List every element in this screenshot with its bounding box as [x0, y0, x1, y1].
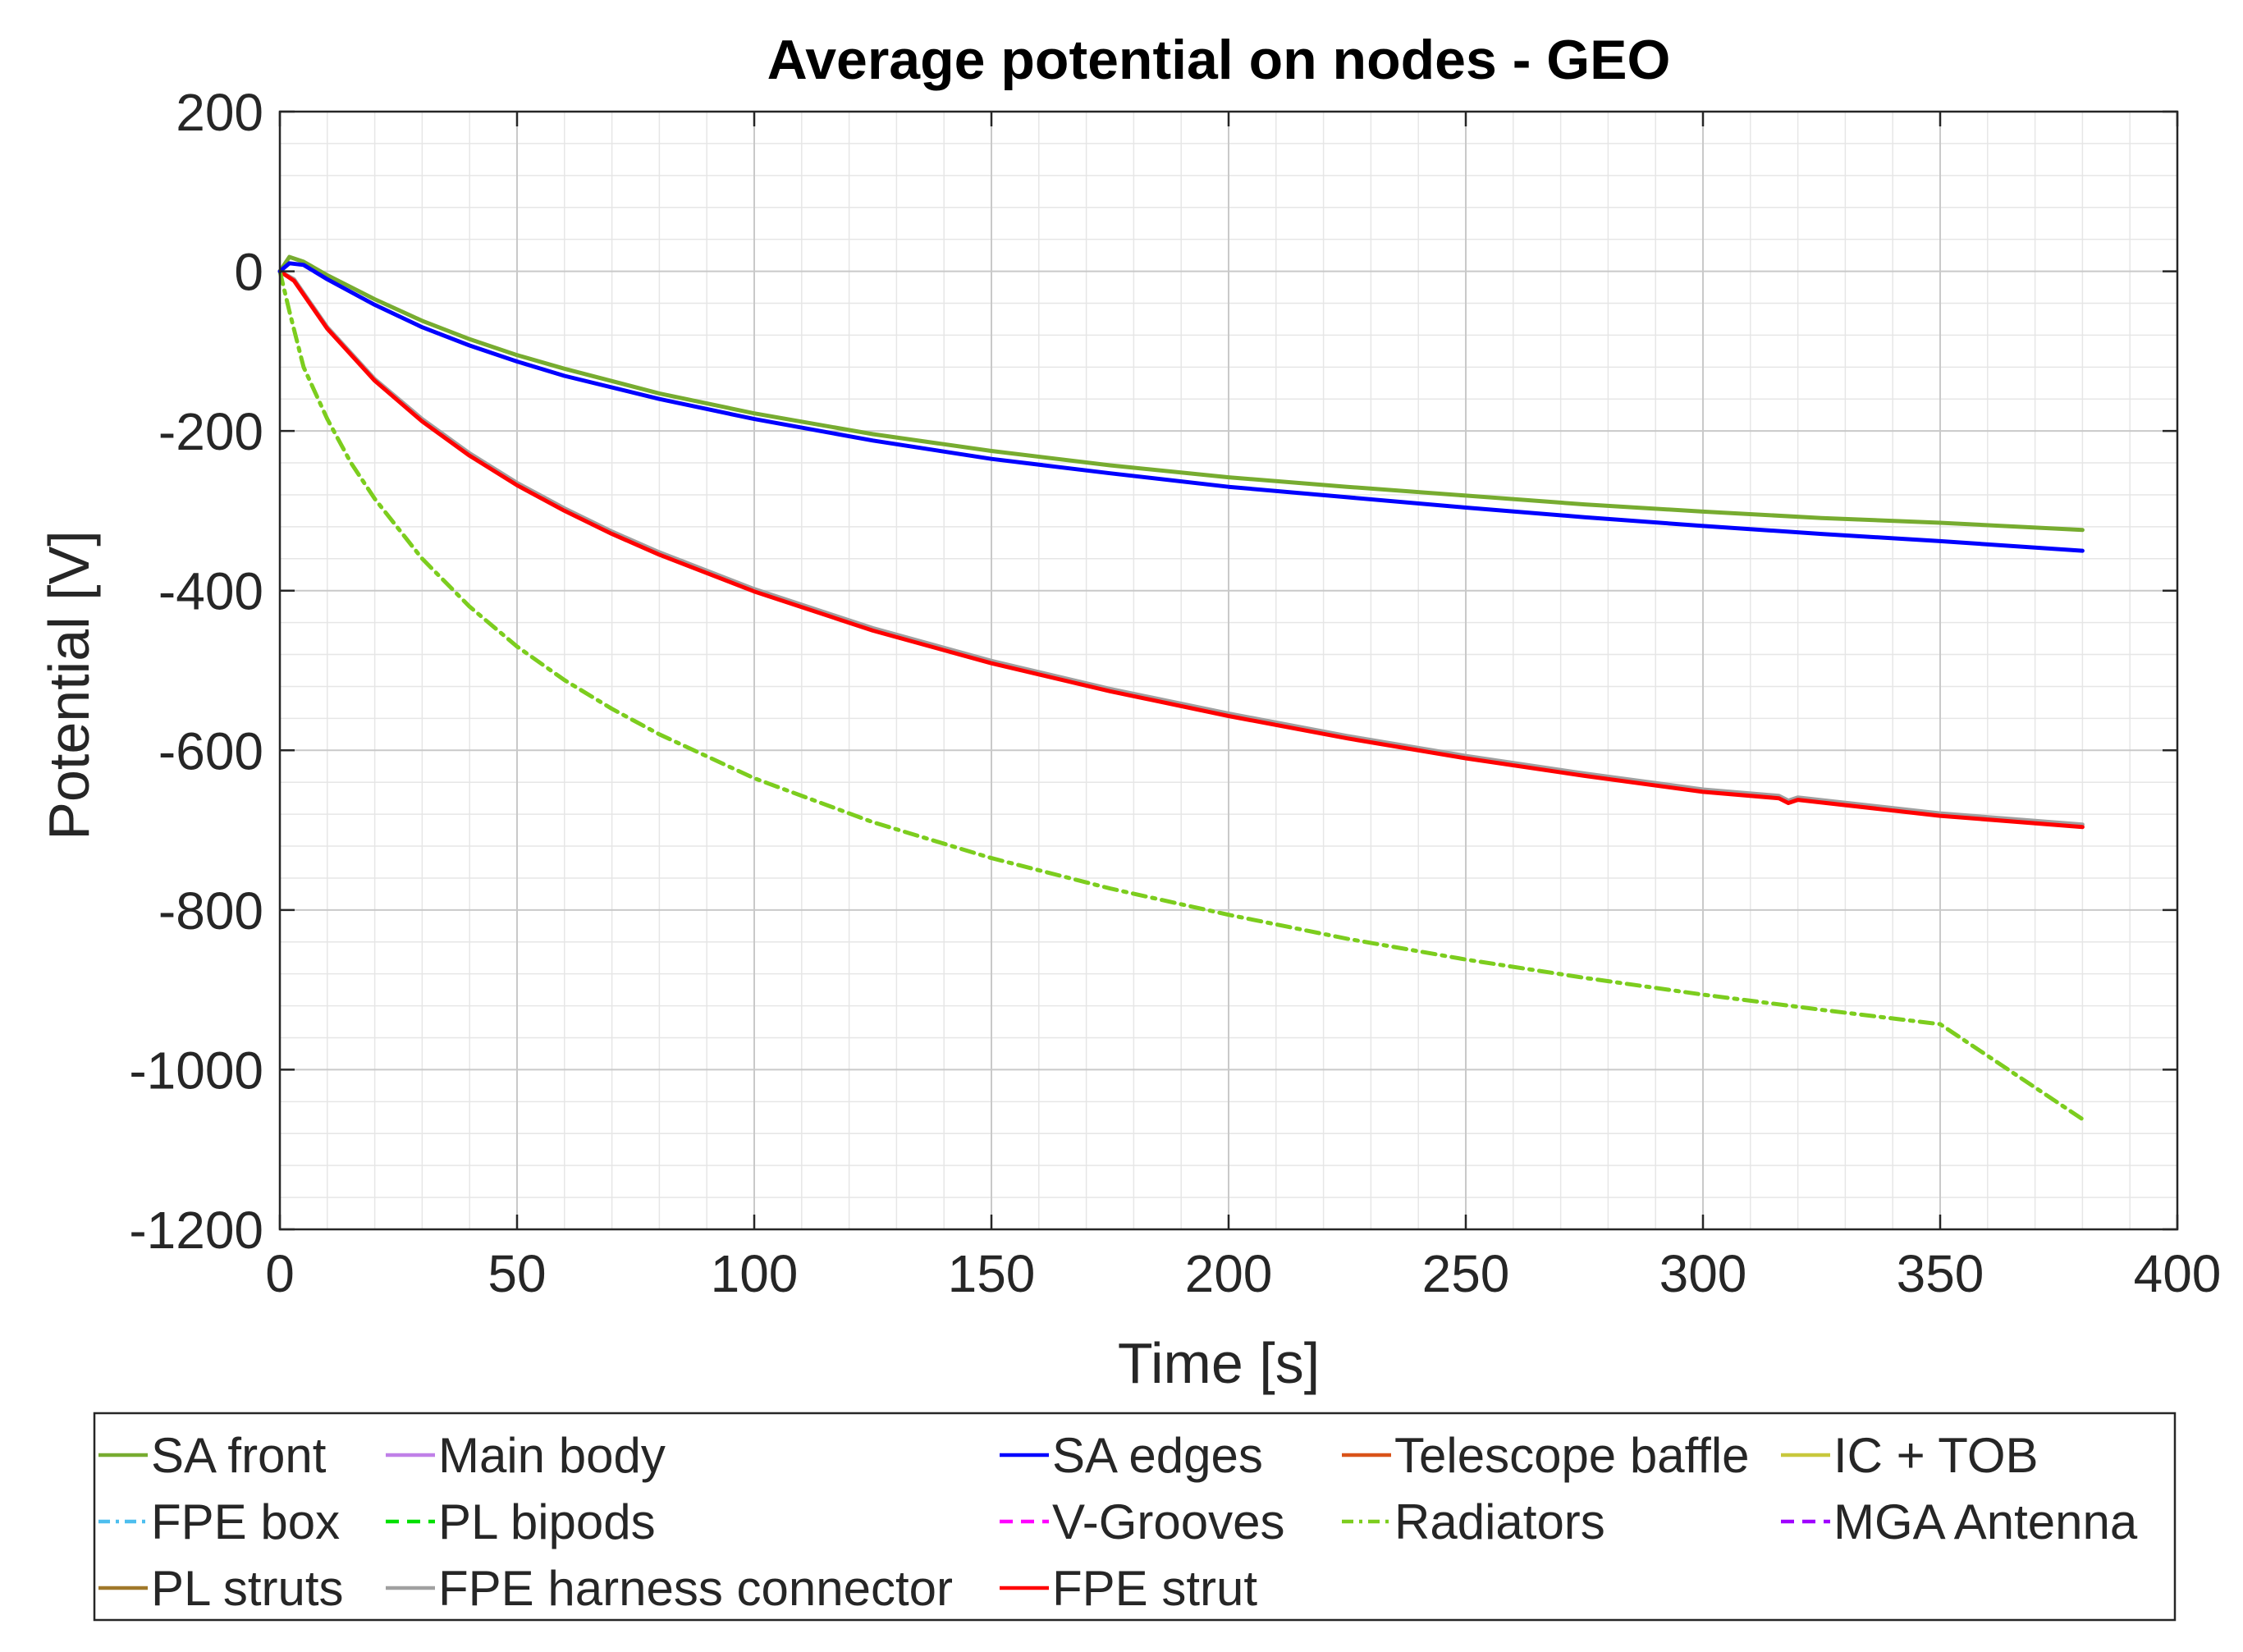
legend-label: PL bipods [438, 1494, 656, 1549]
legend-label: FPE strut [1052, 1561, 1257, 1616]
legend-label: Telescope baffle [1394, 1428, 1750, 1483]
x-tick-label: 300 [1659, 1244, 1747, 1303]
series-line-fpe-strut [277, 269, 2085, 830]
y-tick-label: -1000 [129, 1041, 263, 1100]
x-tick-labels: 0 50 100 150 200 250 300 350 400 [265, 1244, 2221, 1303]
series-line-sa-edges [277, 261, 2085, 553]
legend-item: FPE strut [1000, 1561, 1257, 1616]
tick-marks [278, 110, 2179, 1231]
x-tick-label: 250 [1422, 1244, 1510, 1303]
x-tick-label: 0 [265, 1244, 295, 1303]
series-line-radiators [277, 269, 2085, 1122]
x-tick-label: 350 [1897, 1244, 1984, 1303]
legend-label: Main body [438, 1428, 666, 1483]
y-tick-label: -600 [158, 721, 263, 780]
legend-item: FPE box [98, 1494, 340, 1549]
legend-label: SA front [151, 1428, 327, 1483]
y-axis-label: Potential [V] [37, 530, 101, 840]
legend-label: FPE harness connector [438, 1561, 953, 1616]
legend-label: PL struts [151, 1561, 344, 1616]
legend-box [93, 1412, 2177, 1622]
legend-label: Radiators [1394, 1494, 1605, 1549]
x-tick-label: 100 [711, 1244, 799, 1303]
legend-item: Main body [386, 1428, 666, 1483]
legend-item: V-Grooves [1000, 1494, 1284, 1549]
legend-label: FPE box [151, 1494, 340, 1549]
legend-item: FPE harness connector [386, 1561, 953, 1616]
legend-item: SA edges [1000, 1428, 1263, 1483]
y-tick-label: -400 [158, 562, 263, 621]
y-tick-label: -200 [158, 402, 263, 461]
x-tick-label: 50 [488, 1244, 546, 1303]
legend-label: V-Grooves [1052, 1494, 1284, 1549]
x-tick-label: 150 [948, 1244, 1036, 1303]
y-tick-label: 200 [176, 83, 263, 142]
legend-item: PL struts [98, 1561, 344, 1616]
y-tick-label: 0 [234, 243, 263, 302]
y-tick-label: -800 [158, 881, 263, 940]
y-tick-label: -1200 [129, 1201, 263, 1260]
y-tick-labels: 200 0 -200 -400 -600 -800 -1000 -1200 [129, 83, 263, 1260]
legend-label: MGA Antenna [1833, 1494, 2138, 1549]
x-axis-label: Time [s] [1118, 1331, 1320, 1395]
legend: SA front Main body SA edges Telescope baffl… [93, 1412, 2177, 1622]
chart-title: Average potential on nodes - GEO [767, 29, 1671, 91]
series-layer [277, 254, 2085, 1122]
legend-item: PL bipods [386, 1494, 656, 1549]
legend-item: Radiators [1342, 1494, 1605, 1549]
legend-label: SA edges [1052, 1428, 1263, 1483]
x-tick-label: 200 [1185, 1244, 1273, 1303]
legend-item: IC + TOB [1781, 1428, 2039, 1483]
series-line-sa-front [277, 254, 2085, 533]
legend-label: IC + TOB [1833, 1428, 2039, 1483]
legend-item: SA front [98, 1428, 327, 1483]
legend-item: MGA Antenna [1781, 1494, 2138, 1549]
legend-item: Telescope baffle [1342, 1428, 1750, 1483]
x-tick-label: 400 [2134, 1244, 2222, 1303]
